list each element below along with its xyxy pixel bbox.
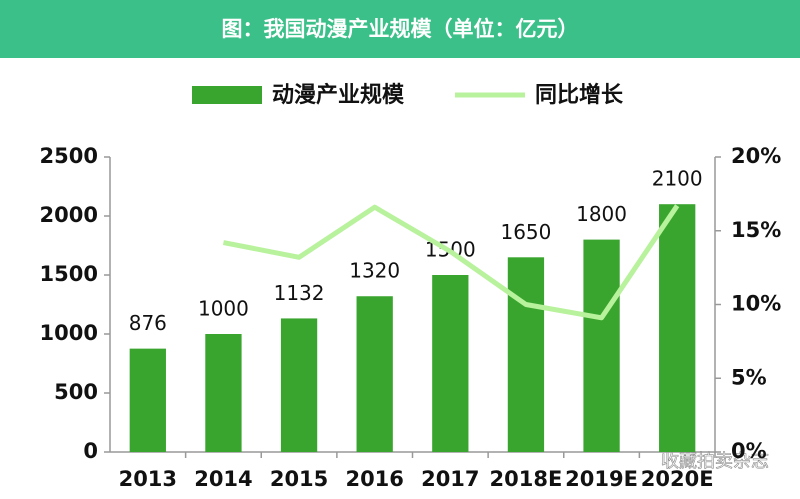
chart-title: 图：我国动漫产业规模（单位：亿元） bbox=[222, 17, 579, 41]
bar bbox=[583, 239, 620, 452]
bar bbox=[205, 334, 242, 452]
legend-label: 同比增长 bbox=[535, 82, 624, 108]
legend: 动漫产业规模 同比增长 bbox=[192, 82, 624, 108]
y2-tick-label: 5% bbox=[731, 365, 767, 389]
bar bbox=[507, 257, 545, 452]
value-label: 1320 bbox=[349, 259, 400, 283]
y2-tick-label: 15% bbox=[731, 218, 781, 242]
watermark: 收藏拍卖杂志 bbox=[661, 451, 769, 472]
bar bbox=[129, 348, 166, 452]
y-tick-label: 1500 bbox=[40, 262, 98, 286]
legend-swatch bbox=[192, 86, 262, 104]
value-label: 1132 bbox=[274, 281, 325, 305]
title-banner bbox=[0, 0, 800, 58]
y-tick-label: 0 bbox=[83, 439, 98, 463]
value-label: 1000 bbox=[198, 297, 249, 321]
bar bbox=[432, 275, 469, 452]
x-tick-label: 2018E bbox=[490, 467, 563, 491]
y-tick-label: 500 bbox=[54, 380, 98, 404]
x-tick-label: 2020E bbox=[641, 467, 714, 491]
bar bbox=[356, 296, 393, 452]
y-tick-label: 2000 bbox=[40, 203, 98, 227]
x-tick-label: 2013 bbox=[119, 467, 177, 491]
line bbox=[222, 204, 680, 321]
bar bbox=[659, 204, 696, 452]
bar bbox=[280, 318, 318, 452]
value-label: 1800 bbox=[576, 202, 627, 226]
y-tick-label: 2500 bbox=[40, 144, 98, 168]
y2-tick-label: 0% bbox=[731, 439, 767, 463]
y2-tick-label: 20% bbox=[731, 144, 781, 168]
value-label: 2100 bbox=[652, 167, 703, 191]
legend-label: 动漫产业规模 bbox=[272, 83, 405, 108]
y-tick-label: 1000 bbox=[40, 321, 98, 345]
x-tick-label: 2019E bbox=[565, 467, 638, 491]
value-label: 876 bbox=[129, 311, 167, 335]
value-label: 1650 bbox=[500, 220, 551, 244]
x-tick-label: 2017 bbox=[421, 467, 479, 491]
y2-tick-label: 10% bbox=[731, 292, 781, 316]
x-tick-label: 2014 bbox=[194, 467, 252, 491]
x-tick-label: 2016 bbox=[345, 467, 403, 491]
x-tick-label: 2015 bbox=[270, 467, 328, 491]
